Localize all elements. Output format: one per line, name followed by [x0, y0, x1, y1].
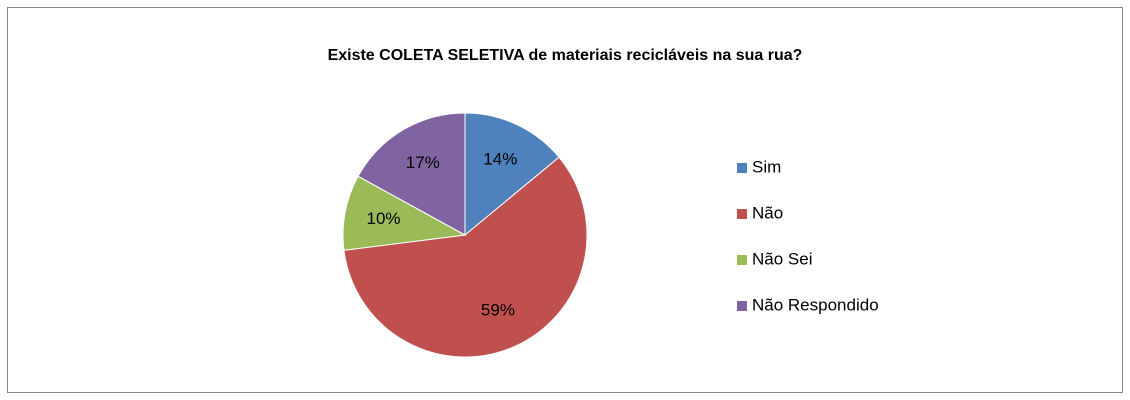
legend-label: Não Sei: [752, 249, 812, 268]
pie-slice: [342, 175, 467, 251]
data-label: 59%: [481, 301, 515, 320]
data-label: 10%: [366, 209, 400, 228]
legend-swatch: [737, 301, 747, 311]
legend-label: Sim: [752, 157, 781, 176]
legend-swatch: [737, 209, 747, 219]
pie-slice: [357, 112, 466, 236]
pie-slice: [343, 156, 588, 358]
legend-swatch: [737, 163, 747, 173]
chart-title: Existe COLETA SELETIVA de materiais reci…: [328, 47, 803, 64]
legend-label: Não: [752, 203, 783, 222]
data-label: 17%: [406, 153, 440, 172]
data-label: 14%: [483, 149, 517, 168]
pie-slice: [464, 112, 560, 237]
legend-swatch: [737, 255, 747, 265]
legend-label: Não Respondido: [752, 295, 879, 314]
